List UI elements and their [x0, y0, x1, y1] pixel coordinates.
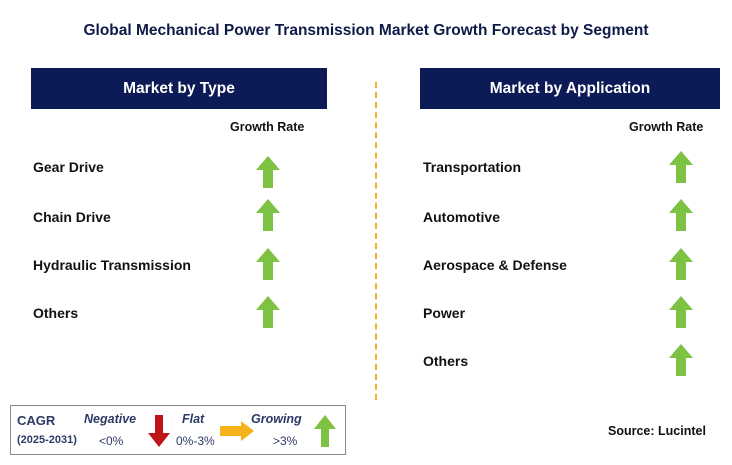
- type-item-chain-drive: Chain Drive: [33, 209, 111, 225]
- type-item-others: Others: [33, 305, 79, 321]
- legend-flat-range: 0%-3%: [176, 434, 215, 448]
- growth-rate-label-type: Growth Rate: [230, 120, 305, 134]
- green-up-arrow-icon: [314, 415, 336, 447]
- legend-negative-range: <0%: [99, 434, 124, 448]
- source-note: Source: Lucintel: [608, 424, 706, 438]
- market-by-application-header: Market by Application: [420, 68, 720, 109]
- legend-cagr-label: CAGR: [17, 413, 56, 428]
- type-item-gear-drive: Gear Drive: [33, 159, 104, 175]
- orange-right-arrow-icon: [220, 421, 254, 441]
- market-by-type-header: Market by Type: [31, 68, 327, 109]
- green-up-arrow-icon: [669, 344, 693, 376]
- legend-growing-range: >3%: [273, 434, 298, 448]
- green-up-arrow-icon: [669, 199, 693, 231]
- green-up-arrow-icon: [256, 296, 280, 328]
- legend-period: (2025-2031): [17, 434, 77, 446]
- application-item-power: Power: [423, 305, 466, 321]
- legend-growing-label: Growing: [251, 412, 302, 426]
- chart-title: Global Mechanical Power Transmission Mar…: [83, 22, 649, 39]
- type-item-hydraulic-transmission: Hydraulic Transmission: [33, 257, 191, 273]
- green-up-arrow-icon: [669, 296, 693, 328]
- application-item-aerospace-defense: Aerospace & Defense: [423, 257, 567, 273]
- application-item-transportation: Transportation: [423, 159, 522, 175]
- red-down-arrow-icon: [148, 415, 170, 447]
- application-item-automotive: Automotive: [423, 209, 500, 225]
- green-up-arrow-icon: [256, 248, 280, 280]
- cagr-legend: CAGR (2025-2031) Negative <0% Flat 0%-3%…: [10, 405, 346, 455]
- green-up-arrow-icon: [256, 199, 280, 231]
- application-item-others: Others: [423, 353, 469, 369]
- green-up-arrow-icon: [256, 156, 280, 188]
- panel-divider: [375, 82, 377, 400]
- legend-flat-label: Flat: [182, 412, 205, 426]
- green-up-arrow-icon: [669, 248, 693, 280]
- legend-negative-label: Negative: [84, 412, 137, 426]
- growth-rate-label-application: Growth Rate: [629, 120, 704, 134]
- green-up-arrow-icon: [669, 151, 693, 183]
